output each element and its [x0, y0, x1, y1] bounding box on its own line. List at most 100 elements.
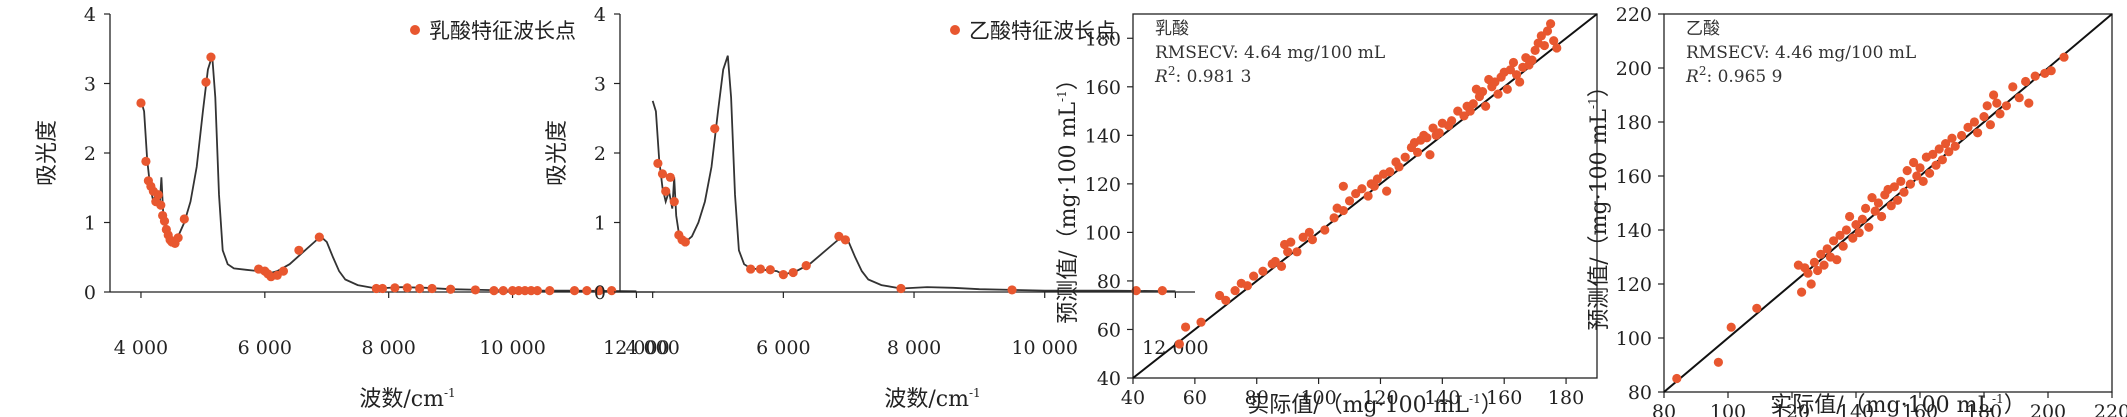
sample-point [1329, 213, 1339, 223]
annotation-r2: R2: 0.965 9 [1685, 64, 1782, 87]
chart-spectrum-lactic: 0 1 2 3 4 4 000 6 000 8 000 10 000 12 000 乳酸特征波长点吸… [35, 4, 670, 412]
wavelength-point [201, 77, 211, 87]
wavelength-point [415, 283, 425, 294]
x-tick-label: 12 000 [1142, 337, 1208, 359]
sample-point [1918, 176, 1928, 186]
sample-point [1877, 211, 1887, 222]
y-tick-label: 0 [594, 282, 606, 304]
x-axis-label-sup: -1 [1469, 392, 1481, 406]
y-tick-label: 120 [1616, 274, 1652, 296]
sample-point [2014, 93, 2024, 103]
sample-point [1832, 255, 1842, 265]
y-axis-label-main: 预测值/（mg·100 mL [1587, 109, 1612, 331]
wavelength-point [446, 284, 456, 294]
sample-point [1490, 77, 1500, 87]
sample-point [2046, 66, 2056, 76]
wavelength-point [765, 265, 775, 275]
sample-point [1950, 141, 1960, 151]
sample-point [1283, 247, 1293, 257]
wavelength-point [665, 172, 675, 182]
sample-point [1552, 43, 1562, 53]
x-tick-label: 180 [1966, 401, 2002, 417]
x-axis-label-main: 波数/cm [359, 387, 444, 412]
y-tick-label: 1 [84, 213, 96, 235]
legend-label: 乙酸特征波长点 [969, 19, 1116, 43]
annotation-r2: R2: 0.981 3 [1154, 64, 1251, 87]
y-tick-label: 180 [1616, 112, 1652, 134]
chart-calibration-lactic: 40 60 80 100 120 140 160 180 40 60 80 100 120 140 160 1… [1055, 13, 1598, 417]
sample-point [1351, 188, 1361, 199]
annotation-rmsecv: RMSECV: 4.46 mg/100 mL [1686, 43, 1916, 63]
x-tick-label: 4 000 [625, 337, 679, 359]
sample-point [1941, 139, 1951, 149]
sample-point [1934, 144, 1944, 154]
annotation-r2-label: R [1154, 67, 1168, 87]
y-tick-label: 220 [1616, 4, 1652, 26]
sample-point [1180, 322, 1191, 332]
sample-point [1338, 205, 1348, 216]
sample-point [2001, 101, 2011, 111]
sample-point [1989, 90, 1999, 100]
x-axis-label: 实际值/（mg·100 mL-1） [1247, 392, 1503, 417]
sample-point [1873, 198, 1883, 208]
sample-point [1276, 261, 1287, 271]
y-tick-label: 180 [1085, 28, 1121, 50]
chart-calibration-acetic: 80 100 120 140 160 180 200 220 80 100 120 140 160 180… [1586, 4, 2127, 417]
sample-point [1806, 279, 1816, 289]
sample-point [1459, 111, 1469, 121]
y-tick-label: 60 [1097, 319, 1121, 341]
y-tick-label: 2 [84, 143, 96, 165]
x-axis-label-sup: -1 [1992, 392, 2004, 406]
annotation-r2-label: R [1685, 67, 1699, 87]
sample-point [2008, 82, 2018, 92]
sample-point [1963, 122, 1973, 132]
sample-point [1539, 40, 1550, 51]
sample-point [1298, 232, 1308, 242]
x-tick-label: 140 [1838, 401, 1874, 417]
x-axis-label: 实际值/（mg·100 mL-1） [1770, 392, 2026, 417]
sample-point [1400, 152, 1410, 162]
sample-point [1995, 109, 2005, 119]
sample-point [1372, 174, 1382, 184]
sample-point [1174, 339, 1184, 349]
y-tick-label: 140 [1085, 125, 1121, 147]
y-tick-label: 1 [594, 213, 606, 235]
sample-point [1713, 357, 1723, 367]
annotation-title: 乙酸 [1686, 19, 1720, 39]
sample-point [2059, 52, 2069, 62]
wavelength-point [1131, 286, 1141, 296]
sample-point [1242, 281, 1253, 291]
sample-point [1864, 222, 1874, 232]
sample-point [1982, 101, 1992, 111]
y-axis-label-tail: ） [1587, 75, 1612, 97]
wavelength-point [427, 283, 437, 294]
x-tick-label: 160 [1902, 401, 1938, 417]
wavelength-point [489, 286, 499, 296]
wavelength-point [755, 264, 766, 274]
x-tick-label: 10 000 [1011, 337, 1077, 359]
sample-point [1905, 179, 1915, 189]
sample-point [1870, 206, 1880, 216]
y-tick-label: 120 [1085, 174, 1121, 196]
sample-point [1809, 257, 1819, 267]
sample-point [1854, 228, 1864, 238]
sample-point [1947, 133, 1957, 143]
annotation-r2-value: : 0.981 3 [1175, 67, 1251, 87]
sample-point [1889, 182, 1899, 192]
sample-point [1848, 233, 1858, 243]
sample-point [1803, 268, 1813, 278]
sample-point [1957, 130, 1967, 141]
wavelength-point [653, 158, 663, 169]
y-axis-label: 预测值/（mg·100 mL-1） [1586, 75, 1612, 331]
x-tick-label: 140 [1424, 387, 1460, 409]
x-tick-label: 4 000 [114, 337, 168, 359]
wavelength-point [657, 169, 668, 179]
sample-point [1797, 287, 1807, 297]
spectrum-line [651, 55, 1176, 293]
sample-point [1412, 147, 1423, 157]
sample-point [1493, 89, 1503, 99]
chart-spectrum-acetic: 0 1 2 3 4 4 000 6 000 8 000 10 000 12 000 乙酸特征波长点吸… [545, 4, 1209, 412]
x-axis-label: 波数/cm-1 [359, 386, 455, 412]
sample-point [1912, 171, 1922, 181]
sample-point [1304, 227, 1314, 237]
